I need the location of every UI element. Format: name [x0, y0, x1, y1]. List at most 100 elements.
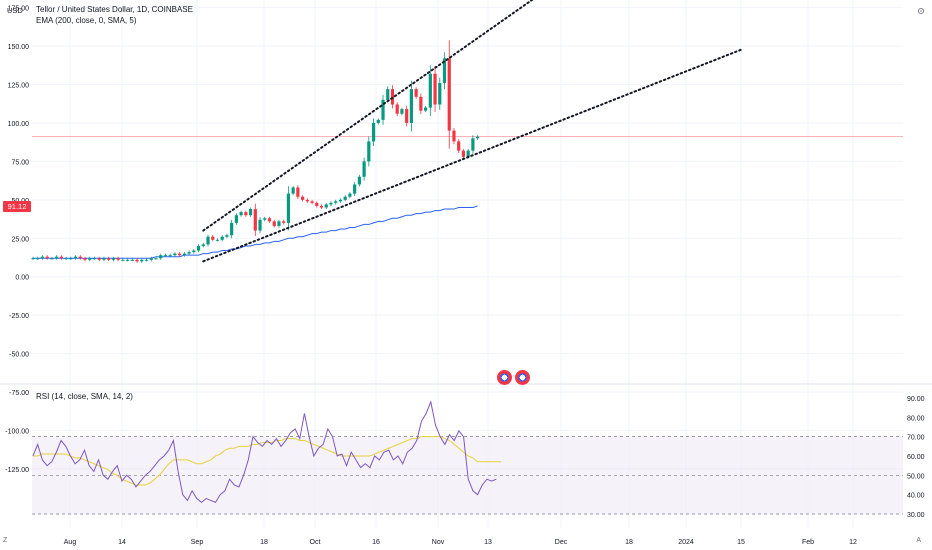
candle-body	[390, 89, 395, 105]
candle-body	[296, 187, 300, 197]
candle-body	[36, 258, 40, 260]
candle-body	[395, 104, 399, 114]
dotted-trendline[interactable]	[202, 0, 681, 232]
candle-body	[173, 253, 177, 256]
rsi-axis-tick: 70.00	[907, 435, 925, 442]
candle-body	[338, 199, 343, 202]
rsi-axis-tick: 60.00	[907, 454, 925, 461]
candle-body	[267, 218, 272, 222]
candle-body	[59, 256, 63, 259]
candle-body	[107, 258, 111, 260]
us-event-flag-icon[interactable]	[515, 370, 530, 385]
candle-body	[442, 58, 447, 83]
candle-body	[31, 258, 35, 260]
time-axis-tick: 18	[625, 539, 633, 546]
candle-body	[40, 256, 45, 259]
rsi-lines	[32, 400, 501, 504]
candle-body	[196, 245, 201, 251]
candle-body	[182, 253, 186, 256]
candle-body	[230, 222, 234, 236]
candlesticks	[31, 40, 480, 263]
time-axis-tick: 15	[737, 539, 745, 546]
candle-body	[201, 244, 205, 246]
price-axis-tick: 125.00	[8, 83, 30, 90]
price-axis-tick: -75.00	[9, 390, 29, 397]
trendlines[interactable]	[202, 0, 744, 263]
candle-body	[433, 73, 437, 105]
candle-body	[315, 202, 319, 206]
candle-body	[277, 221, 281, 226]
candle-body	[45, 256, 49, 259]
axes[interactable]: 325.00300.00275.00250.00225.00200.00175.…	[5, 0, 924, 546]
candle-body	[447, 58, 451, 131]
candle-body	[154, 258, 158, 260]
rsi-ma-line	[33, 436, 501, 486]
last-price-tag: 91.12	[3, 201, 31, 212]
candle-body	[400, 109, 404, 114]
currency-label[interactable]: USD	[7, 6, 23, 15]
candle-body	[263, 218, 267, 220]
settings-gear-icon[interactable]	[917, 7, 925, 15]
auto-scale-button[interactable]: A	[916, 537, 921, 544]
candle-body	[310, 201, 314, 203]
candle-body	[457, 141, 461, 151]
candle-body	[476, 136, 480, 139]
rsi-axis-tick: 40.00	[907, 493, 925, 500]
candle-body	[291, 187, 295, 194]
ema-legend[interactable]: EMA (200, close, 0, SMA, 5)	[36, 16, 137, 25]
candle-body	[206, 236, 210, 245]
chart-title[interactable]: Tellor / United States Dollar, 1D, COINB…	[36, 5, 193, 14]
candle-body	[168, 255, 172, 257]
candle-body	[244, 212, 248, 216]
candle-body	[135, 259, 139, 262]
candle-body	[248, 209, 253, 216]
price-axis-tick: -25.00	[9, 313, 29, 320]
candle-body	[301, 196, 305, 200]
time-axis-tick: 2024	[678, 539, 694, 546]
candle-body	[286, 193, 291, 223]
candle-body	[92, 258, 97, 260]
time-axis-tick: Aug	[64, 539, 77, 546]
candle-body	[428, 73, 432, 108]
price-axis-tick: 75.00	[11, 159, 29, 166]
candle-body	[272, 221, 276, 226]
rsi-axis-tick: 30.00	[907, 512, 925, 519]
candle-body	[438, 82, 442, 105]
time-axis-tick: 18	[260, 539, 268, 546]
timezone-button[interactable]: Z	[3, 537, 8, 544]
time-axis-tick: 12	[849, 539, 857, 546]
candle-body	[367, 141, 371, 162]
rsi-legend[interactable]: RSI (14, close, SMA, 14, 2)	[36, 392, 133, 401]
candle-body	[178, 253, 182, 256]
time-axis-tick: Oct	[310, 539, 321, 546]
candle-body	[140, 259, 144, 262]
time-axis-tick: Feb	[802, 539, 814, 546]
candle-body	[192, 250, 196, 253]
candle-body	[376, 119, 380, 123]
candle-body	[159, 255, 163, 259]
candle-body	[324, 204, 328, 208]
candle-body	[211, 236, 215, 240]
candle-body	[163, 255, 168, 257]
time-axis-tick: 16	[372, 539, 380, 546]
dotted-trendline[interactable]	[202, 48, 744, 263]
rsi-axis-tick: 80.00	[907, 415, 925, 422]
candle-body	[414, 89, 418, 97]
candle-body	[111, 258, 116, 260]
candle-body	[461, 150, 466, 157]
candle-body	[362, 161, 366, 177]
candle-body	[50, 258, 54, 260]
candle-body	[64, 258, 68, 260]
candle-body	[225, 235, 229, 237]
candle-body	[55, 256, 59, 259]
price-axis-tick: 0.00	[15, 275, 29, 282]
candle-body	[329, 202, 333, 205]
rsi-axis-tick: 50.00	[907, 473, 925, 480]
price-axis-tick: -50.00	[9, 352, 29, 359]
candle-body	[69, 258, 73, 260]
candle-body	[343, 196, 347, 200]
price-axis-tick: -100.00	[5, 428, 29, 435]
us-event-flag-icon[interactable]	[497, 370, 512, 385]
candle-body	[116, 258, 120, 260]
